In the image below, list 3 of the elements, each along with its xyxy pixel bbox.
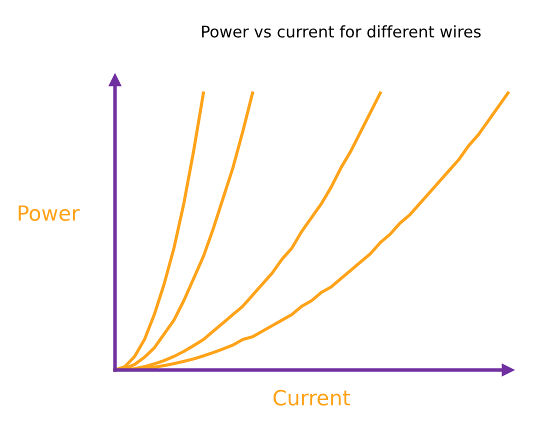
chart-title: Power vs current for different wires	[202, 25, 481, 38]
x-axis-title: Current	[274, 390, 350, 406]
y-axis-title: Power	[18, 205, 80, 221]
